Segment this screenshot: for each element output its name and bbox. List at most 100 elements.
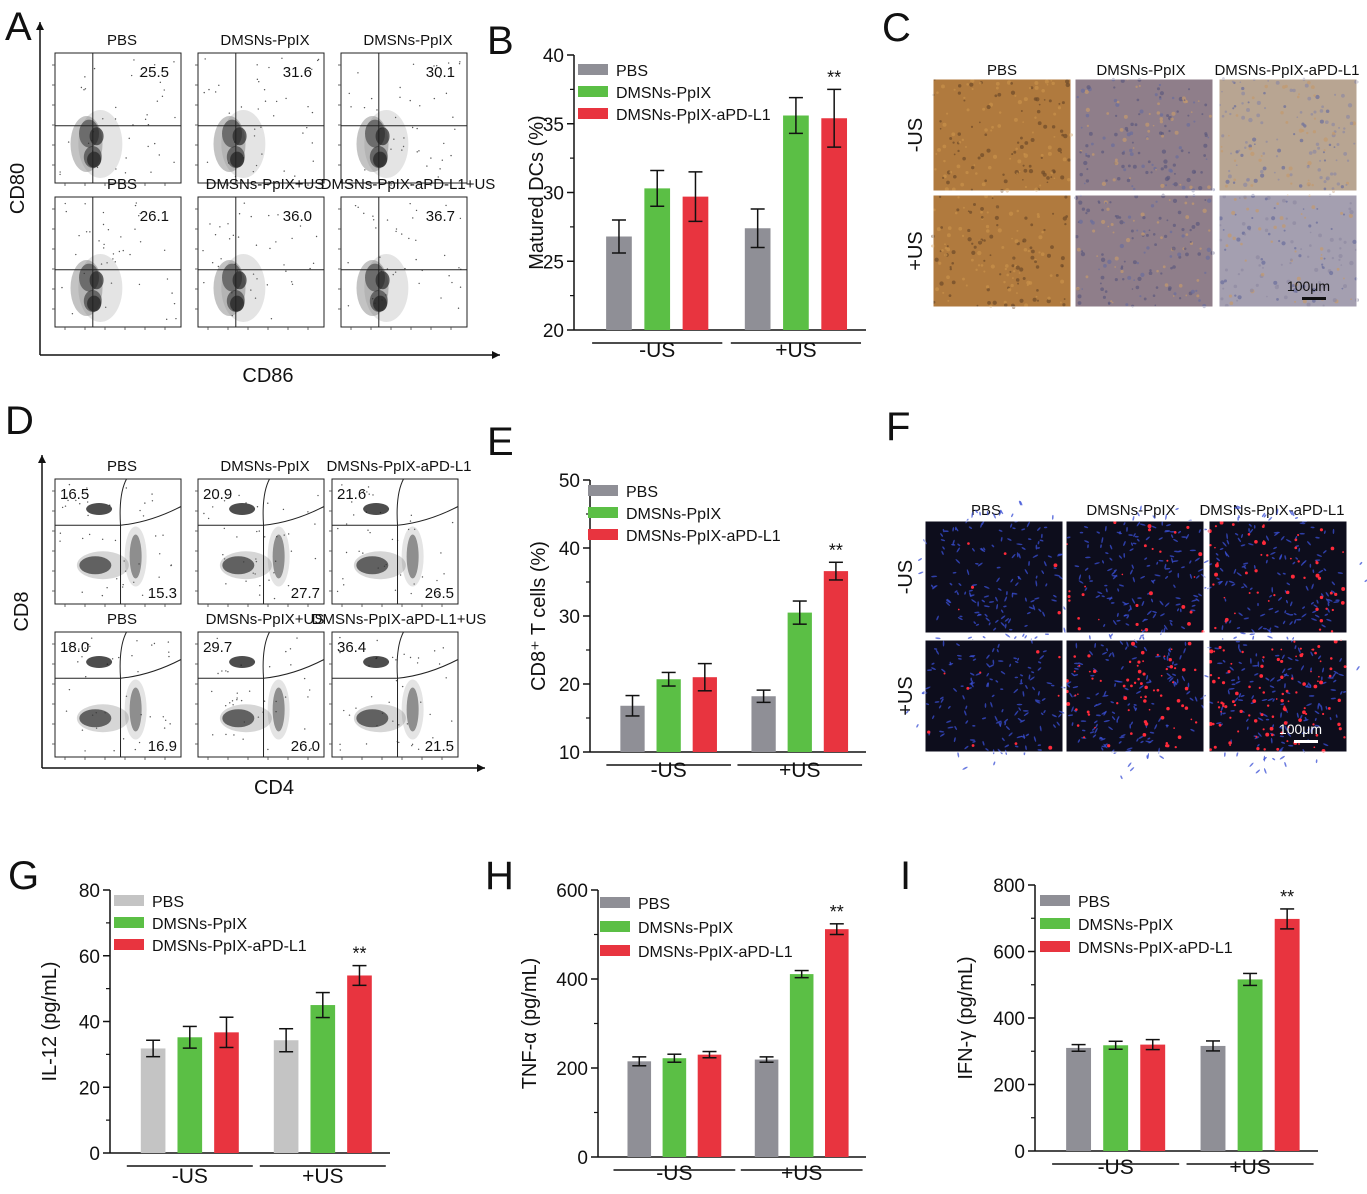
nucleus-stain: [1113, 569, 1117, 572]
y-axis-title: IFN-γ (pg/mL): [955, 956, 977, 1079]
event-dot: [273, 572, 275, 574]
cell-stain: [1307, 255, 1310, 258]
cd8-stain: [1077, 616, 1080, 620]
nucleus-stain: [1282, 668, 1286, 674]
event-dot: [415, 239, 417, 241]
nucleus-stain: [958, 658, 962, 660]
cd8-stain: [1275, 698, 1278, 700]
cell-stain: [1135, 285, 1140, 290]
nucleus-stain: [1039, 655, 1045, 660]
cell-stain: [1192, 101, 1196, 104]
cell-stain: [1050, 79, 1053, 82]
nucleus-stain: [1309, 684, 1312, 689]
legend-swatch: [114, 917, 144, 928]
cell-stain: [1294, 250, 1297, 253]
cell-stain: [985, 224, 990, 229]
nucleus-stain: [1035, 700, 1041, 704]
cell-stain: [996, 223, 999, 227]
cell-stain: [1024, 141, 1029, 145]
cell-stain: [973, 245, 977, 249]
cd8-stain: [1229, 716, 1232, 719]
cell-stain: [1329, 270, 1334, 276]
nucleus-stain: [1101, 747, 1104, 751]
cell-stain: [1300, 248, 1303, 251]
cell-stain: [1225, 179, 1230, 184]
cd8-stain: [1230, 662, 1233, 665]
cell-stain: [946, 233, 951, 238]
nucleus-stain: [981, 599, 986, 603]
density-cluster: [124, 679, 147, 740]
cd8-stain: [1228, 741, 1232, 745]
nucleus-stain: [925, 686, 931, 690]
event-dot: [130, 74, 133, 77]
cell-stain: [1120, 78, 1125, 83]
nucleus-stain: [1280, 535, 1285, 541]
cell-stain: [1191, 188, 1196, 193]
nucleus-stain: [1025, 745, 1027, 751]
event-dot: [416, 662, 419, 664]
nucleus-stain: [1051, 599, 1057, 602]
event-dot: [122, 738, 125, 740]
cell-stain: [1151, 163, 1154, 166]
cell-stain: [1158, 216, 1162, 220]
nucleus-stain: [1237, 699, 1244, 701]
cell-stain: [1224, 248, 1227, 251]
cell-stain: [1249, 288, 1254, 293]
nucleus-stain: [967, 636, 973, 639]
cell-stain: [973, 164, 976, 166]
plot-title: DMSNs-PpIX-aPD-L1+US: [312, 611, 487, 628]
nucleus-stain: [1236, 751, 1239, 757]
event-dot: [438, 76, 441, 78]
nucleus-stain: [1116, 612, 1119, 617]
nucleus-stain: [1099, 737, 1103, 740]
micrograph-image: [1074, 193, 1215, 309]
cell-stain: [986, 229, 990, 233]
cell-stain: [1334, 93, 1337, 96]
column-label: DMSNs-PpIX: [1096, 62, 1185, 79]
cell-stain: [1273, 207, 1276, 210]
cd8-stain: [1220, 710, 1222, 713]
event-dot: [289, 648, 292, 650]
nucleus-stain: [982, 636, 986, 639]
event-dot: [83, 89, 85, 91]
nucleus-stain: [1236, 505, 1242, 509]
event-dot: [391, 656, 394, 659]
nucleus-stain: [1318, 655, 1322, 660]
cell-stain: [1185, 233, 1189, 236]
cell-stain: [1158, 83, 1162, 87]
cd8-stain: [1261, 525, 1265, 529]
nucleus-stain: [993, 627, 997, 631]
cell-stain: [1114, 132, 1118, 137]
micrograph-image: [918, 500, 1075, 648]
cell-stain: [1112, 231, 1115, 234]
cell-stain: [942, 291, 945, 294]
nucleus-stain: [1004, 596, 1008, 602]
event-dot: [395, 228, 398, 230]
event-dot: [233, 734, 235, 736]
density-cluster: [78, 110, 123, 178]
nucleus-stain: [1323, 550, 1327, 554]
cd8-stain: [1271, 648, 1274, 651]
cell-stain: [1322, 151, 1325, 154]
cell-stain: [994, 94, 998, 98]
nucleus-stain: [1103, 743, 1108, 749]
cell-stain: [1273, 225, 1277, 230]
cell-stain: [1319, 119, 1324, 124]
cd8-stain: [1078, 664, 1081, 667]
nucleus-stain: [1008, 732, 1013, 737]
cell-stain: [1181, 234, 1185, 238]
event-dot: [131, 655, 133, 657]
nucleus-stain: [1029, 676, 1035, 681]
nucleus-stain: [1035, 544, 1038, 550]
legend-entry: DMSNs-PpIX-aPD-L1: [616, 107, 771, 124]
cd8-stain: [1261, 540, 1266, 545]
nucleus-stain: [1321, 681, 1327, 685]
event-dot: [417, 748, 420, 750]
nucleus-stain: [1133, 533, 1136, 537]
cell-stain: [967, 228, 971, 233]
cell-stain: [1312, 130, 1317, 134]
event-dot: [63, 642, 65, 644]
cell-stain: [1250, 193, 1256, 198]
cd8-stain: [1341, 587, 1346, 591]
